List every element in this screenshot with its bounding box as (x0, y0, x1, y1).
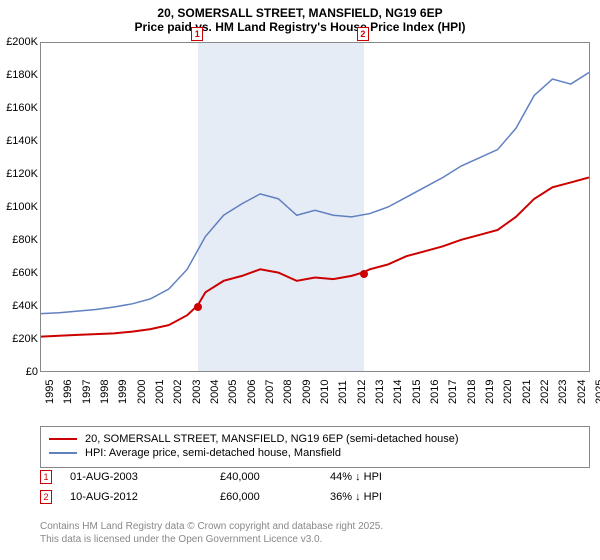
y-tick-label: £0 (26, 366, 38, 378)
y-tick-label: £180K (6, 69, 38, 81)
marker-date: 01-AUG-2003 (70, 471, 220, 483)
y-tick-label: £200K (6, 36, 38, 48)
legend-row: HPI: Average price, semi-detached house,… (49, 447, 581, 459)
marker-point-2 (360, 270, 368, 278)
x-tick-label: 2002 (172, 380, 184, 404)
x-tick-label: 1997 (81, 380, 93, 404)
chart-container: 20, SOMERSALL STREET, MANSFIELD, NG19 6E… (0, 0, 600, 560)
x-tick-label: 2007 (264, 380, 276, 404)
legend-swatch (49, 438, 77, 440)
x-tick-label: 2006 (246, 380, 258, 404)
title-subtitle: Price paid vs. HM Land Registry's House … (0, 20, 600, 34)
marker-icon: 2 (40, 490, 52, 504)
y-tick-label: £120K (6, 168, 38, 180)
x-tick-label: 2011 (337, 380, 349, 404)
footer-line1: Contains HM Land Registry data © Crown c… (40, 520, 383, 533)
x-tick-label: 2024 (576, 380, 588, 404)
footer-line2: This data is licensed under the Open Gov… (40, 533, 383, 546)
x-tick-label: 2004 (209, 380, 221, 404)
x-tick-label: 2023 (557, 380, 569, 404)
x-tick-label: 2025 (594, 380, 600, 404)
marker-box-2: 2 (357, 27, 369, 41)
marker-box-1: 1 (191, 27, 203, 41)
title-address: 20, SOMERSALL STREET, MANSFIELD, NG19 6E… (0, 6, 600, 20)
y-tick-label: £140K (6, 135, 38, 147)
x-tick-label: 1999 (117, 380, 129, 404)
x-tick-label: 2017 (447, 380, 459, 404)
legend-box: 20, SOMERSALL STREET, MANSFIELD, NG19 6E… (40, 426, 590, 468)
y-tick-label: £100K (6, 201, 38, 213)
title-block: 20, SOMERSALL STREET, MANSFIELD, NG19 6E… (0, 0, 600, 36)
plot-area (40, 42, 590, 372)
legend-row: 20, SOMERSALL STREET, MANSFIELD, NG19 6E… (49, 433, 581, 445)
legend-label: HPI: Average price, semi-detached house,… (85, 447, 341, 459)
y-tick-label: £60K (12, 267, 38, 279)
x-tick-label: 2000 (136, 380, 148, 404)
x-tick-label: 2010 (319, 380, 331, 404)
chart-svg (41, 43, 589, 371)
y-tick-label: £160K (6, 102, 38, 114)
x-tick-label: 2022 (539, 380, 551, 404)
marker-price: £60,000 (220, 491, 330, 503)
marker-date: 10-AUG-2012 (70, 491, 220, 503)
x-tick-label: 2014 (392, 380, 404, 404)
legend-swatch (49, 452, 77, 454)
y-tick-label: £80K (12, 234, 38, 246)
x-tick-label: 2003 (191, 380, 203, 404)
x-tick-label: 2016 (429, 380, 441, 404)
legend-label: 20, SOMERSALL STREET, MANSFIELD, NG19 6E… (85, 433, 459, 445)
y-tick-label: £40K (12, 300, 38, 312)
x-tick-label: 1996 (62, 380, 74, 404)
x-tick-label: 2013 (374, 380, 386, 404)
x-tick-label: 2012 (356, 380, 368, 404)
footer-text: Contains HM Land Registry data © Crown c… (40, 520, 383, 546)
x-tick-label: 2008 (282, 380, 294, 404)
series-price_paid (41, 177, 589, 336)
marker-point-1 (194, 303, 202, 311)
x-tick-label: 2018 (466, 380, 478, 404)
x-tick-label: 2005 (227, 380, 239, 404)
x-tick-label: 2021 (521, 380, 533, 404)
x-tick-label: 2015 (411, 380, 423, 404)
marker-table: 1 01-AUG-2003£40,00044% ↓ HPI 2 10-AUG-2012… (40, 470, 450, 510)
y-tick-label: £20K (12, 333, 38, 345)
x-tick-label: 2001 (154, 380, 166, 404)
x-tick-label: 2020 (502, 380, 514, 404)
x-tick-label: 1998 (99, 380, 111, 404)
x-tick-label: 1995 (44, 380, 56, 404)
marker-price: £40,000 (220, 471, 330, 483)
marker-note: 44% ↓ HPI (330, 471, 450, 483)
marker-icon: 1 (40, 470, 52, 484)
marker-table-row: 2 10-AUG-2012£60,00036% ↓ HPI (40, 490, 450, 504)
x-tick-label: 2019 (484, 380, 496, 404)
marker-note: 36% ↓ HPI (330, 491, 450, 503)
x-tick-label: 2009 (301, 380, 313, 404)
marker-table-row: 1 01-AUG-2003£40,00044% ↓ HPI (40, 470, 450, 484)
